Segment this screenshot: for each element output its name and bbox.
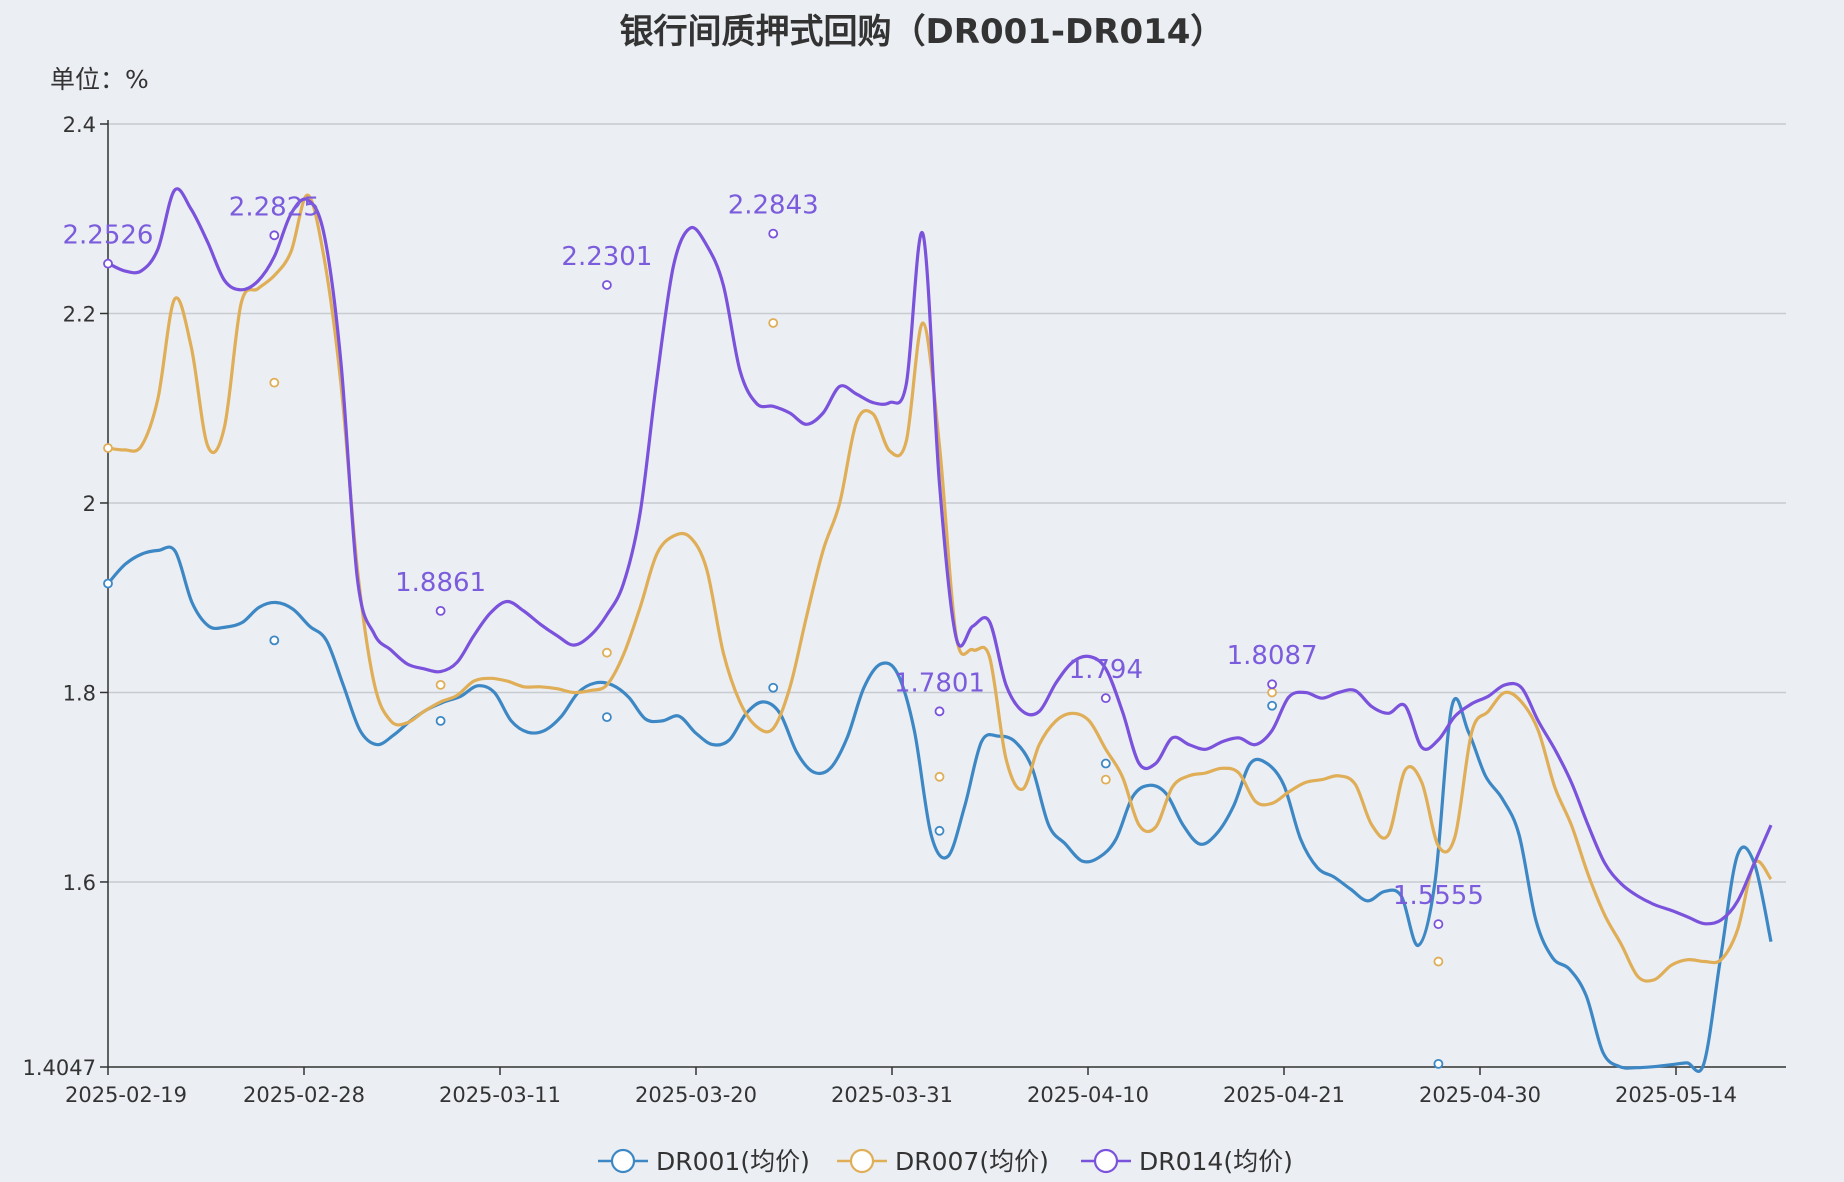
data-point-marker <box>435 679 446 690</box>
x-axis-ticks: 2025-02-19 2025-02-28 2025-03-11 2025-03-20… <box>65 1067 1737 1107</box>
data-point-marker <box>103 443 113 453</box>
x-tick-label: 2025-02-19 <box>65 1083 187 1107</box>
data-point-marker <box>269 230 280 241</box>
peak-label: 1.8087 <box>1227 641 1318 671</box>
data-point-marker <box>1100 758 1111 769</box>
data-point-marker <box>435 715 446 726</box>
x-tick-label: 2025-04-30 <box>1419 1083 1541 1107</box>
y-axis-ticks: 2.4 2.2 2 1.8 1.6 1.4047 <box>23 113 108 1080</box>
data-point-marker <box>602 647 612 658</box>
series-markers <box>103 228 1444 1069</box>
series-line <box>106 545 1773 1073</box>
legend-label: DR014(均价) <box>1139 1147 1293 1176</box>
data-point-marker <box>934 771 945 782</box>
peak-label: 2.2526 <box>63 221 154 251</box>
data-point-marker <box>269 377 280 388</box>
peak-label: 1.8861 <box>395 568 486 598</box>
data-point-marker <box>934 706 945 717</box>
data-point-marker <box>602 280 612 290</box>
data-point-marker <box>1433 956 1444 967</box>
legend-marker <box>849 1148 875 1174</box>
data-point-marker <box>768 228 779 239</box>
peak-annotations: 2.2526 2.2825 1.8861 2.2301 2.2843 1.7801 1.79… <box>63 191 1484 912</box>
y-tick-label: 1.4047 <box>23 1056 96 1080</box>
data-point-marker <box>1433 919 1444 930</box>
y-tick-label: 2.2 <box>63 302 96 326</box>
series-lines <box>106 187 1773 1073</box>
legend-marker <box>610 1148 636 1174</box>
y-tick-label: 2 <box>83 492 96 516</box>
x-tick-label: 2025-04-21 <box>1223 1083 1345 1107</box>
data-point-marker <box>768 318 779 328</box>
peak-label: 1.7801 <box>894 668 985 698</box>
x-tick-label: 2025-03-31 <box>831 1083 953 1107</box>
data-point-marker <box>934 825 945 836</box>
x-tick-label: 2025-04-10 <box>1027 1083 1149 1107</box>
data-point-marker <box>602 712 612 723</box>
axes <box>107 120 1786 1068</box>
legend-label: DR007(均价) <box>895 1147 1049 1176</box>
data-point-marker <box>1433 1058 1444 1069</box>
data-point-marker <box>1100 774 1111 785</box>
peak-label: 1.5555 <box>1393 881 1484 911</box>
y-tick-label: 2.4 <box>63 113 96 137</box>
x-tick-label: 2025-02-28 <box>243 1083 365 1107</box>
peak-label: 2.2825 <box>229 192 320 222</box>
data-point-marker <box>269 635 280 646</box>
series-line <box>107 187 1773 926</box>
legend[interactable]: DR001(均价) DR007(均价) DR014(均价) <box>598 1147 1293 1176</box>
grid <box>108 123 1786 883</box>
data-point-marker <box>1267 700 1277 711</box>
data-point-marker <box>768 682 779 693</box>
data-point-marker <box>1100 693 1111 704</box>
data-point-marker <box>103 258 113 269</box>
data-point-marker <box>1267 687 1277 698</box>
chart-title: 银行间质押式回购（DR001-DR014） <box>620 12 1225 52</box>
legend-marker <box>1093 1148 1119 1174</box>
y-tick-label: 1.8 <box>63 681 96 705</box>
y-tick-label: 1.6 <box>63 871 96 895</box>
legend-label: DR001(均价) <box>656 1147 810 1176</box>
x-tick-label: 2025-03-11 <box>439 1083 561 1107</box>
unit-label: 单位：% <box>50 65 149 94</box>
legend-item[interactable]: DR007(均价) <box>837 1147 1049 1176</box>
peak-label: 2.2301 <box>561 242 652 272</box>
peak-label: 1.794 <box>1069 655 1143 685</box>
x-tick-label: 2025-03-20 <box>635 1083 757 1107</box>
x-tick-label: 2025-05-14 <box>1615 1083 1737 1107</box>
legend-item[interactable]: DR001(均价) <box>598 1147 810 1176</box>
data-point-marker <box>1267 679 1277 690</box>
legend-item[interactable]: DR014(均价) <box>1081 1147 1293 1176</box>
data-point-marker <box>435 605 446 616</box>
peak-label: 2.2843 <box>728 191 819 221</box>
data-point-marker <box>103 578 113 589</box>
